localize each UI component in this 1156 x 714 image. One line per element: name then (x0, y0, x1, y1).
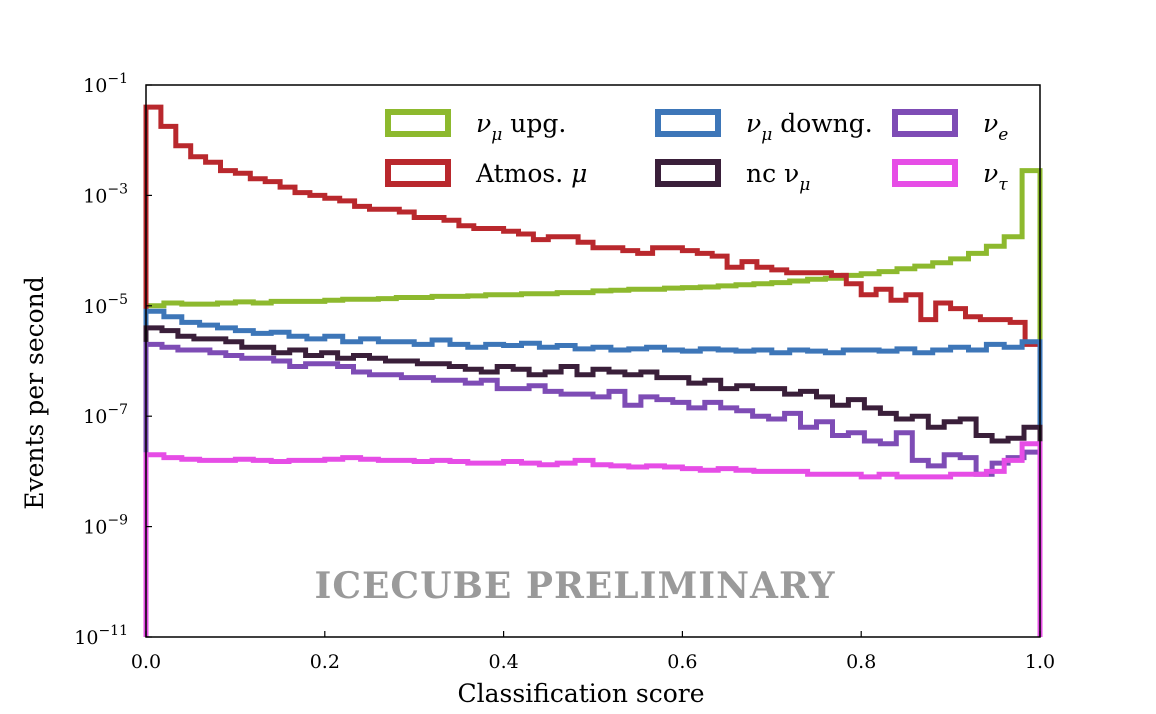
watermark-text: ICECUBE PRELIMINARY (315, 565, 836, 607)
x-tick-label: 0.0 (131, 651, 161, 673)
y-tick-label: 10−3 (83, 181, 128, 207)
legend-swatch-3 (655, 159, 721, 187)
y-tick-label: 10−7 (83, 402, 128, 428)
axis-ticks: 0.0 0.2 0.4 0.6 0.8 1.0 10−1 10−3 10−5 10−7 10−9 10… (74, 71, 1055, 673)
x-axis-title: Classification score (457, 679, 704, 708)
legend-label-2: νμ downg. (746, 109, 873, 145)
legend-label-5: ντ (983, 159, 1008, 195)
x-tick-label: 0.4 (488, 651, 518, 673)
series-line-5 (143, 441, 1043, 637)
series-line-4 (143, 341, 1043, 637)
legend-label-0: νμ upg. (476, 109, 566, 145)
legend-swatch-5 (892, 159, 958, 187)
plot-frame (145, 84, 1041, 638)
x-tick-label: 0.6 (667, 651, 697, 673)
x-tick-label: 0.2 (310, 651, 340, 673)
series-line-0 (143, 168, 1043, 637)
series-layer (143, 104, 1043, 637)
series-line-1 (143, 104, 1043, 637)
legend-label-4: νe (983, 109, 1008, 145)
y-tick-label: 10−11 (74, 623, 128, 649)
y-tick-label: 10−9 (83, 513, 128, 539)
x-tick-label: 0.8 (846, 651, 876, 673)
series-line-2 (143, 308, 1043, 637)
y-tick-label: 10−1 (83, 71, 128, 97)
series-line-3 (143, 325, 1043, 637)
legend-swatch-1 (385, 159, 451, 187)
legend-swatch-2 (655, 109, 721, 137)
legend: νμ upg. νμ downg. νe Atmos. μ nc νμ ντ (385, 109, 1008, 195)
legend-label-1: Atmos. μ (475, 159, 587, 188)
legend-swatch-4 (892, 109, 958, 137)
legend-label-3: nc νμ (746, 159, 810, 195)
legend-swatch-0 (385, 109, 451, 137)
x-tick-label: 1.0 (1025, 651, 1055, 673)
y-axis-title: Events per second (20, 276, 49, 510)
y-tick-label: 10−5 (83, 292, 128, 318)
